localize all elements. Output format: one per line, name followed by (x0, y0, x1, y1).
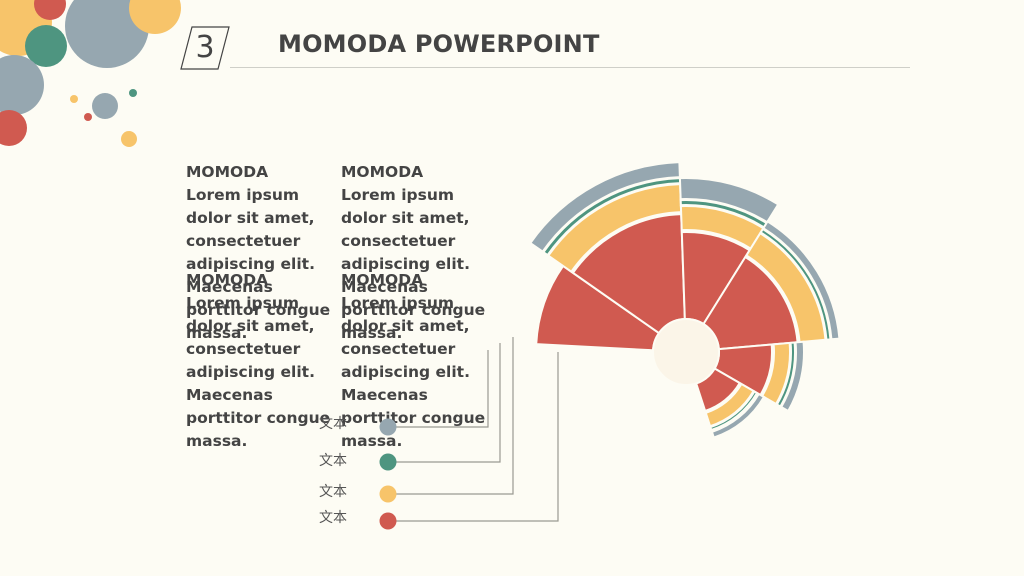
diagram-segments (528, 161, 841, 439)
bubble (92, 93, 118, 119)
slide-number-badge: 3 (180, 26, 230, 70)
diagram-segment-band (775, 341, 796, 408)
bubble (129, 89, 137, 97)
legend-label: 文本 (319, 453, 347, 469)
text-block-heading: MOMODA (341, 163, 424, 181)
legend-connector-line (388, 350, 489, 428)
diagram-segment-band (704, 382, 755, 428)
text-block-body: Lorem ipsum dolor sit amet, consectetuer… (186, 186, 331, 342)
legend-dot (379, 453, 397, 471)
diagram-segment-band (709, 390, 759, 432)
legend-dot (379, 512, 397, 530)
diagram-hub (652, 318, 720, 386)
text-block: MOMODA Lorem ipsum dolor sit amet, conse… (186, 269, 334, 453)
slide-number: 3 (195, 30, 215, 65)
legend-dot (379, 485, 397, 503)
bubble (129, 0, 181, 34)
text-block-heading: MOMODA (186, 271, 269, 289)
bubble (84, 113, 92, 121)
diagram-segment-band (779, 340, 805, 413)
legend-connector-line (388, 343, 501, 463)
bubble (121, 131, 137, 147)
text-block-heading: MOMODA (186, 163, 269, 181)
bubble (65, 0, 149, 68)
text-block: MOMODA Lorem ipsum dolor sit amet, conse… (186, 161, 334, 345)
diagram-segment-band (761, 220, 841, 341)
title-divider (230, 67, 910, 68)
text-block-body: Lorem ipsum dolor sit amet, consectetuer… (186, 294, 331, 450)
diagram-segment-band (760, 341, 791, 406)
decorative-bubbles (0, 0, 181, 147)
text-block-body: Lorem ipsum dolor sit amet, consectetuer… (341, 294, 486, 450)
text-block-body: Lorem ipsum dolor sit amet, consectetuer… (341, 186, 486, 342)
bubble (0, 55, 44, 115)
legend-label: 文本 (319, 484, 347, 500)
legend-connector-line (388, 337, 514, 495)
legend-label: 文本 (319, 510, 347, 526)
page-title: MOMODA POWERPOINT (278, 30, 600, 58)
legend-label: 文本 (319, 416, 347, 432)
legend-dots (379, 418, 397, 530)
legend-connector-line (388, 352, 559, 522)
legend-dot (379, 418, 397, 436)
bubble (34, 0, 66, 20)
text-block: MOMODA Lorem ipsum dolor sit amet, conse… (341, 269, 489, 453)
bubble (70, 95, 78, 103)
bubble (25, 25, 67, 67)
text-block-heading: MOMODA (341, 271, 424, 289)
legend-connectors (388, 337, 559, 522)
diagram-segment-band (678, 177, 780, 224)
bubble (0, 110, 27, 146)
diagram-segment-band (710, 392, 766, 439)
text-block: MOMODA Lorem ipsum dolor sit amet, conse… (341, 161, 489, 345)
diagram-segment-band (759, 227, 832, 341)
diagram-segment-band (528, 161, 681, 254)
